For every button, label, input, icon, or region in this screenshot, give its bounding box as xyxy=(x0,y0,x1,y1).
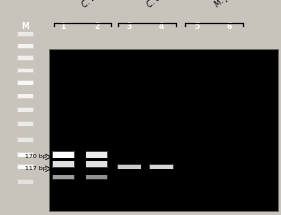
Bar xyxy=(53,175,74,179)
Bar xyxy=(52,175,75,180)
Bar xyxy=(17,121,34,126)
Bar xyxy=(87,161,107,167)
Bar xyxy=(53,161,74,167)
Bar xyxy=(17,81,33,85)
Bar xyxy=(17,122,33,126)
Bar xyxy=(149,164,174,169)
Bar xyxy=(17,44,33,48)
Text: M: M xyxy=(21,22,29,31)
Text: 5: 5 xyxy=(194,22,199,31)
Bar xyxy=(17,152,34,157)
Bar xyxy=(17,69,33,72)
Bar xyxy=(17,164,34,169)
Bar xyxy=(52,151,75,158)
Text: 2: 2 xyxy=(94,22,99,31)
Bar xyxy=(17,55,34,61)
Text: C. wilfordi: C. wilfordi xyxy=(80,0,115,9)
Bar xyxy=(17,32,34,37)
Bar xyxy=(49,49,278,211)
Bar xyxy=(17,138,33,142)
Bar xyxy=(17,68,34,73)
Text: 1: 1 xyxy=(61,22,66,31)
Bar xyxy=(17,179,34,184)
Bar xyxy=(117,164,141,169)
Bar xyxy=(17,180,33,184)
Bar xyxy=(87,175,107,179)
Bar xyxy=(17,137,34,142)
Text: 3: 3 xyxy=(127,22,132,31)
Bar xyxy=(17,165,33,169)
Text: C. auriculatum: C. auriculatum xyxy=(145,0,194,9)
Text: 117 bp: 117 bp xyxy=(25,166,46,171)
Bar xyxy=(17,108,33,112)
Bar xyxy=(87,152,107,158)
Bar xyxy=(118,165,140,169)
Text: 170 bp: 170 bp xyxy=(25,154,46,160)
Text: 4: 4 xyxy=(159,22,164,31)
Bar xyxy=(53,152,74,158)
Bar xyxy=(17,56,33,60)
Bar xyxy=(85,175,108,180)
Bar xyxy=(17,44,34,49)
Bar xyxy=(17,94,33,98)
Bar xyxy=(52,161,75,168)
Bar xyxy=(17,94,34,99)
Bar xyxy=(17,153,33,157)
Bar xyxy=(17,107,34,112)
Bar xyxy=(85,151,108,158)
Bar xyxy=(17,80,34,85)
Text: 6: 6 xyxy=(226,22,232,31)
Bar xyxy=(150,165,173,169)
Text: M. japonica: M. japonica xyxy=(213,0,252,9)
Bar xyxy=(17,32,33,36)
Bar xyxy=(85,161,108,168)
